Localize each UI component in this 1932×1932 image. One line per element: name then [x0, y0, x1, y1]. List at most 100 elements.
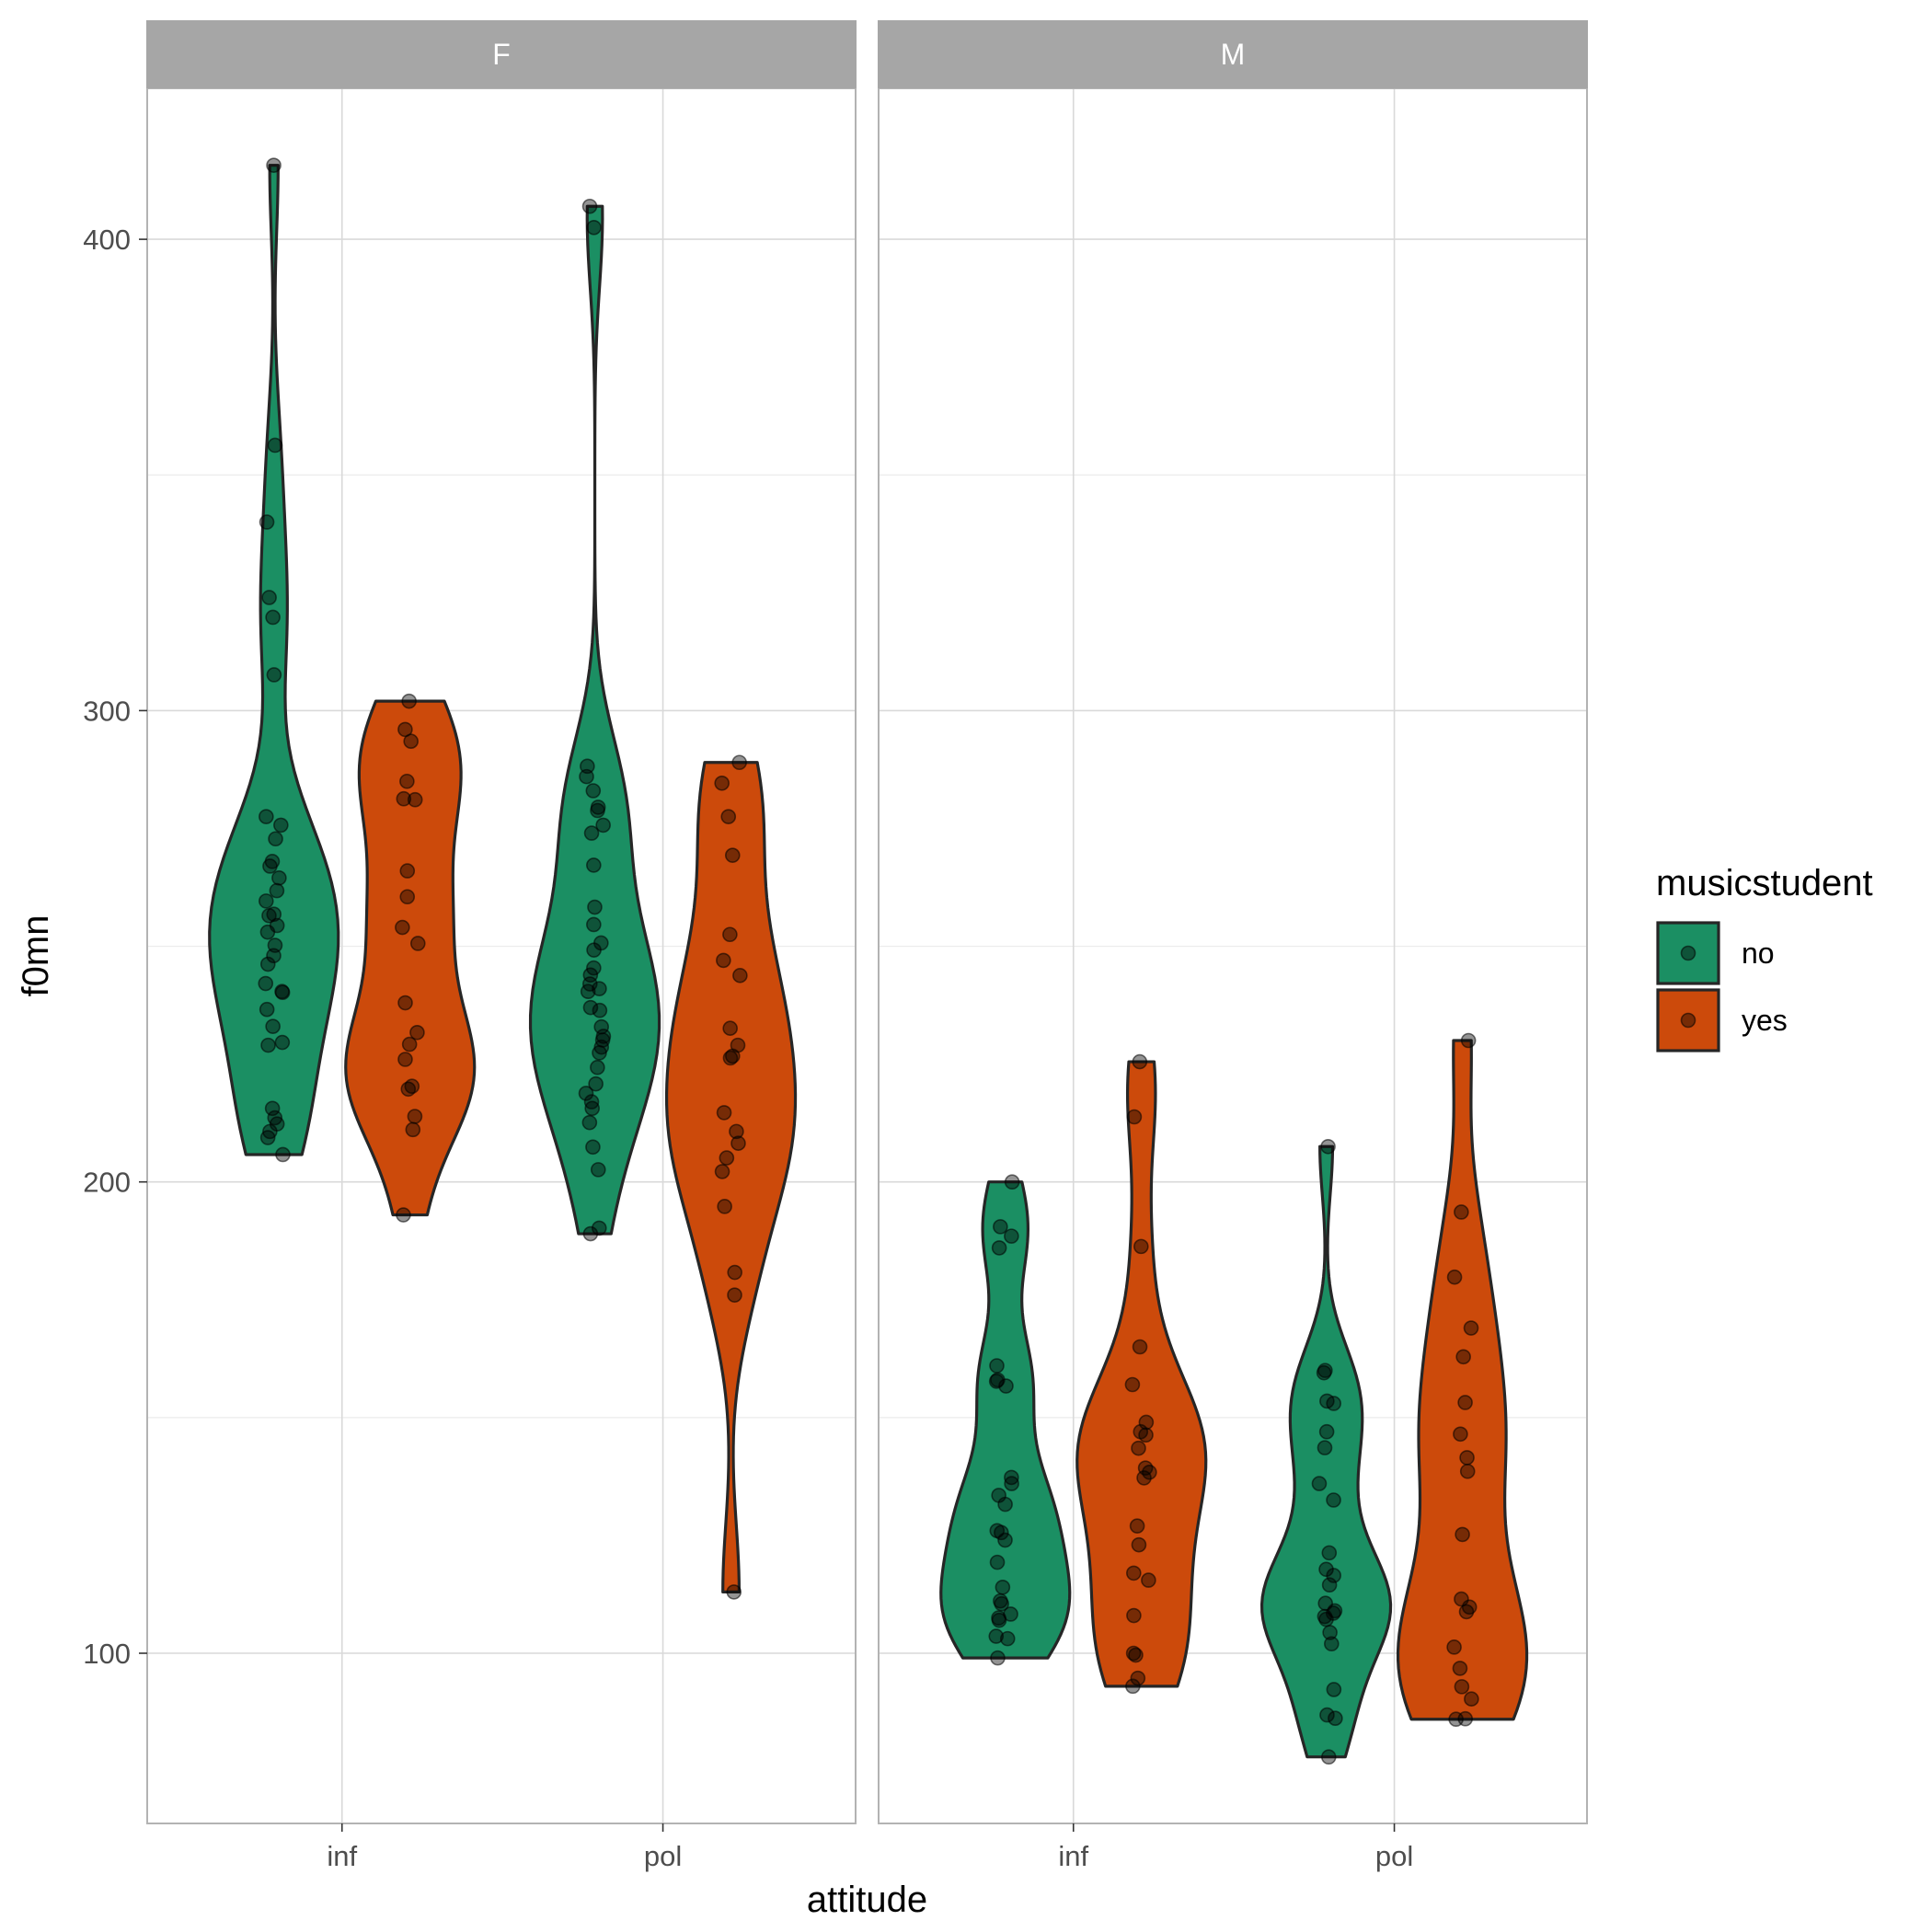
data-point	[725, 1048, 741, 1064]
data-point	[258, 975, 274, 992]
legend-key-yes	[1656, 988, 1720, 1052]
data-point	[582, 999, 599, 1016]
data-point	[999, 1630, 1016, 1647]
x-tick-label: pol	[644, 1840, 682, 1872]
data-point	[722, 1020, 738, 1036]
data-point	[1126, 1607, 1142, 1624]
data-point	[265, 1018, 281, 1034]
data-point	[730, 1135, 746, 1151]
data-point	[587, 899, 603, 915]
data-point	[991, 1612, 1007, 1628]
data-point	[1004, 1469, 1019, 1486]
legend-key-no	[1656, 921, 1720, 985]
data-point	[1132, 1339, 1148, 1355]
data-point	[586, 219, 602, 236]
data-point	[1454, 1204, 1469, 1220]
legend-key-point	[1680, 945, 1696, 961]
data-point	[273, 817, 289, 834]
facet-strip	[878, 20, 1588, 88]
data-point	[266, 948, 282, 964]
data-point	[731, 754, 747, 771]
data-point	[274, 1034, 291, 1051]
violin-M-pol-yes	[1396, 1039, 1529, 1721]
facet-strip	[146, 20, 857, 88]
data-point	[994, 1595, 1009, 1612]
data-point	[261, 590, 277, 605]
data-point	[1141, 1572, 1156, 1588]
data-point	[1326, 1492, 1341, 1508]
data-point	[1126, 1109, 1143, 1125]
data-point	[1464, 1691, 1479, 1707]
data-point	[1326, 1682, 1342, 1697]
x-axis-title: attitude	[807, 1880, 927, 1920]
data-point	[988, 1628, 1005, 1644]
data-point	[578, 1086, 594, 1101]
data-point	[989, 1358, 1005, 1374]
violin-M-pol-no	[1259, 1144, 1393, 1759]
x-tick-label: inf	[327, 1840, 357, 1872]
data-point	[399, 889, 416, 905]
data-point	[401, 693, 417, 709]
data-point	[1328, 1710, 1343, 1726]
data-point	[407, 1109, 423, 1124]
data-point	[1459, 1463, 1476, 1479]
data-point	[1004, 1228, 1019, 1244]
legend-label-yes: yes	[1742, 1004, 1788, 1037]
data-point	[592, 981, 607, 996]
data-point	[1448, 1711, 1464, 1728]
y-tick-label: 100	[83, 1638, 131, 1670]
data-point	[1324, 1636, 1340, 1652]
data-point	[590, 1059, 605, 1075]
data-point	[1125, 1678, 1141, 1695]
data-point	[403, 733, 419, 749]
data-point	[261, 907, 277, 924]
data-point	[729, 1123, 744, 1140]
data-point	[266, 157, 282, 173]
data-point	[991, 1240, 1007, 1256]
data-point	[590, 802, 605, 819]
data-point	[400, 1081, 417, 1098]
data-point	[998, 1378, 1014, 1394]
data-point	[716, 1105, 732, 1121]
data-point	[586, 942, 602, 958]
data-point	[399, 863, 416, 879]
data-point	[269, 882, 285, 899]
facet-panel-F: F	[146, 20, 857, 1824]
data-point	[262, 858, 278, 874]
data-point	[724, 847, 741, 863]
data-point	[586, 857, 602, 873]
data-point	[995, 1579, 1011, 1595]
data-point	[585, 783, 602, 799]
data-point	[1136, 1470, 1152, 1486]
violin-M-inf-yes	[1075, 1060, 1208, 1688]
data-point	[720, 809, 737, 824]
data-point	[579, 768, 594, 785]
data-point	[584, 1100, 601, 1117]
data-point	[1453, 1426, 1468, 1443]
y-tick-label: 300	[83, 695, 131, 727]
legend-label-no: no	[1742, 937, 1775, 970]
data-point	[1138, 1427, 1154, 1443]
data-point	[1316, 1364, 1332, 1381]
data-point	[716, 952, 731, 969]
data-point	[1128, 1647, 1144, 1663]
violin-F-inf-no	[208, 164, 340, 1156]
x-tick-label: pol	[1375, 1840, 1413, 1872]
data-point	[265, 609, 281, 626]
data-point	[1318, 1423, 1335, 1440]
data-point	[1318, 1611, 1334, 1627]
data-point	[274, 984, 291, 1001]
data-point	[583, 825, 600, 841]
data-point	[259, 956, 276, 972]
violin-M-inf-no	[939, 1180, 1072, 1660]
data-point	[1446, 1639, 1462, 1655]
data-point	[1458, 1604, 1475, 1620]
data-point	[1460, 1032, 1477, 1049]
data-point	[259, 1001, 275, 1018]
legend: musicstudent no yes	[1656, 863, 1873, 1052]
data-point	[396, 790, 412, 807]
data-point	[1004, 1476, 1019, 1491]
data-point	[407, 791, 423, 808]
data-point	[1320, 1749, 1337, 1765]
data-point	[1321, 1545, 1338, 1561]
